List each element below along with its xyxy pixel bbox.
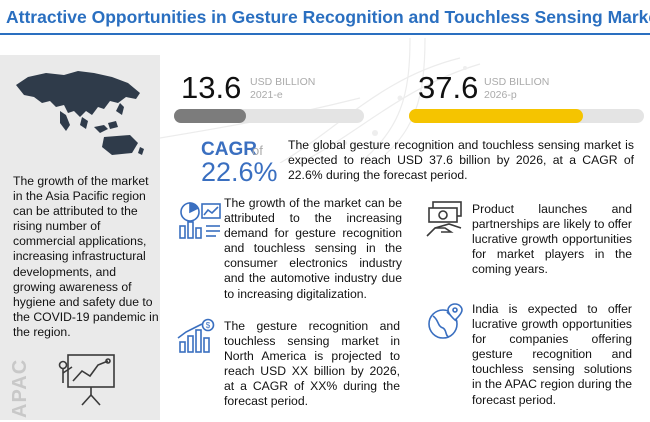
left-panel: The growth of the market in the Asia Pac… bbox=[0, 55, 160, 420]
bar-fill-2021 bbox=[174, 109, 246, 123]
card-text-north-america: The gesture recognition and touchless se… bbox=[224, 319, 400, 409]
cagr-label: CAGR bbox=[201, 139, 257, 160]
card-text-drivers: The growth of the market can be attribut… bbox=[224, 196, 402, 301]
left-panel-text: The growth of the market in the Asia Pac… bbox=[13, 174, 159, 339]
cagr-of-text: of bbox=[252, 143, 263, 158]
asia-pacific-map-icon bbox=[16, 71, 144, 155]
title-underline bbox=[0, 33, 650, 35]
globe-location-icon bbox=[428, 303, 463, 339]
bar-fill-2026 bbox=[409, 109, 583, 123]
card-text-india: India is expected to offer lucrative gro… bbox=[472, 302, 632, 407]
growth-chart-dollar-icon: $ bbox=[177, 318, 215, 353]
page-title: Attractive Opportunities in Gesture Reco… bbox=[6, 7, 650, 27]
stat-year-2026: 2026-p bbox=[484, 89, 517, 101]
card-text-opportunities: Product launches and partnerships are li… bbox=[472, 202, 632, 277]
analytics-icon bbox=[179, 202, 221, 239]
stat-year-2021: 2021-e bbox=[250, 89, 283, 101]
stat-unit-2026: USD BILLION bbox=[484, 76, 550, 88]
stat-value-2021: 13.6 bbox=[181, 70, 242, 105]
money-hand-icon bbox=[426, 201, 462, 237]
cagr-value: 22.6% bbox=[201, 157, 278, 187]
svg-text:$: $ bbox=[206, 321, 211, 330]
presentation-board-icon bbox=[58, 354, 115, 406]
stat-unit-2021: USD BILLION bbox=[250, 76, 316, 88]
region-label: APAC bbox=[9, 358, 31, 418]
cagr-description: The global gesture recognition and touch… bbox=[288, 138, 634, 182]
stat-value-2026: 37.6 bbox=[418, 70, 479, 105]
